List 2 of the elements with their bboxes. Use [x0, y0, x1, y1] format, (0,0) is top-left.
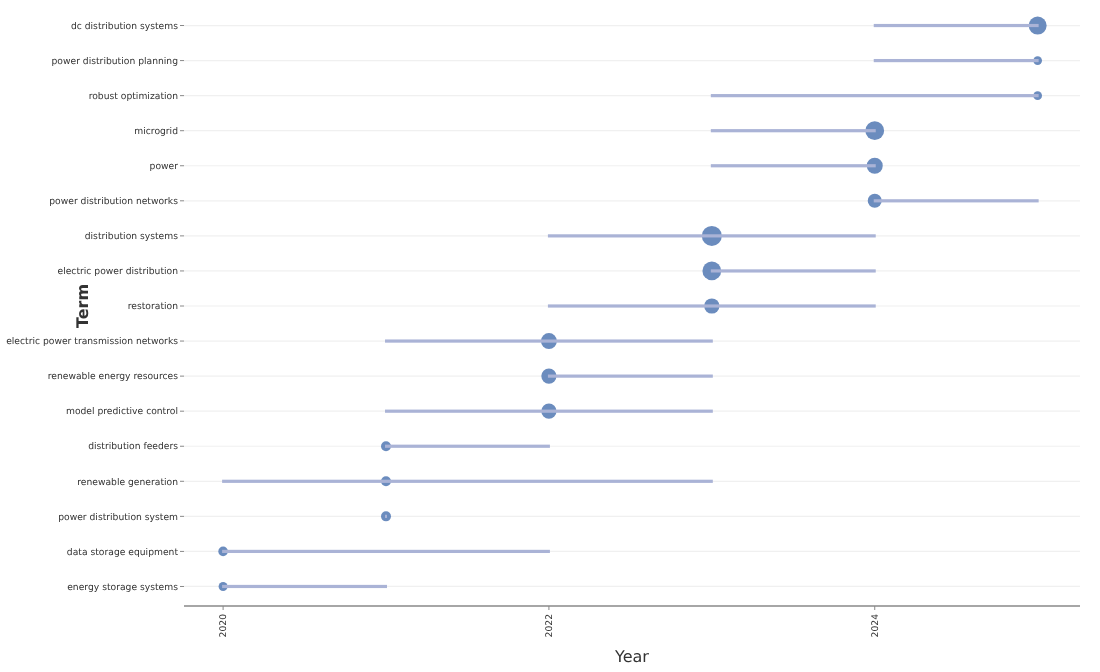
y-axis-title: Term: [74, 283, 92, 329]
x-axis-title: Year: [613, 648, 651, 666]
